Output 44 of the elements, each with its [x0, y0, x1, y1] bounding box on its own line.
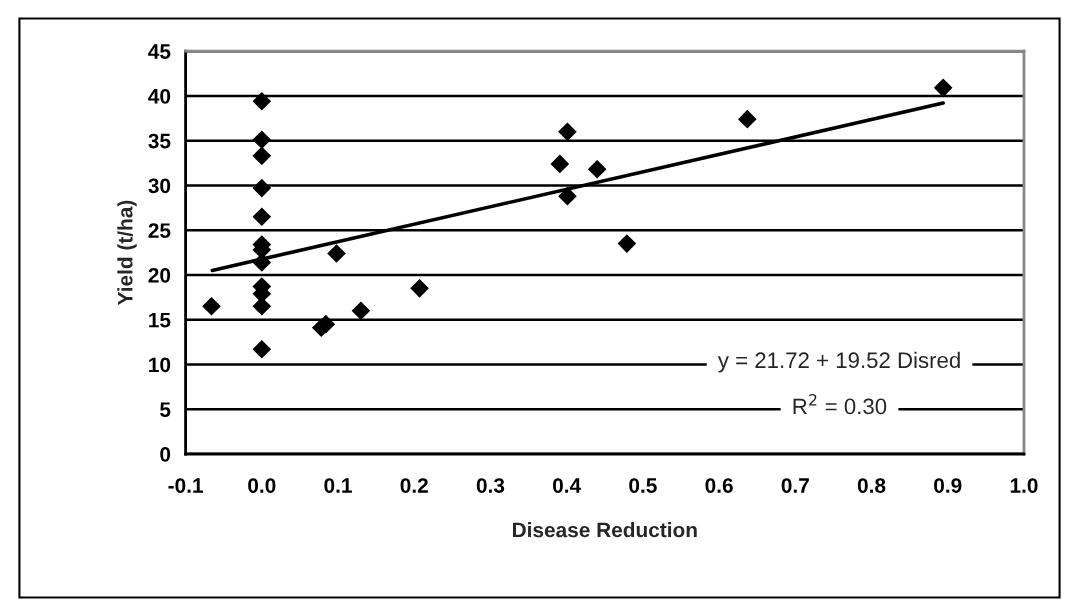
- y-tick-label: 40: [148, 88, 171, 104]
- annotation: y = 21.72 + 19.52 Disred: [717, 351, 960, 373]
- x-tick-label: 0.1: [324, 478, 352, 493]
- point: [558, 122, 577, 142]
- point: [327, 244, 346, 263]
- y-tick-label: 20: [148, 267, 171, 283]
- x-tick-label: 0.3: [476, 478, 505, 493]
- x-tick-label: 1.0: [1010, 478, 1038, 493]
- y-tick-label: 10: [149, 357, 171, 373]
- point: [252, 339, 272, 359]
- point: [351, 301, 371, 321]
- point: [252, 91, 272, 111]
- point: [252, 253, 272, 272]
- point: [558, 186, 577, 206]
- x-tick-label: 0.5: [629, 478, 657, 493]
- x-tick-label: 0.7: [781, 478, 809, 493]
- x-tick-label: 0.9: [934, 478, 962, 493]
- x-tick-label: 0.2: [400, 478, 428, 493]
- y-tick-label: 45: [148, 44, 171, 59]
- y-tick-label: 0: [160, 446, 171, 462]
- point: [550, 154, 570, 174]
- point: [737, 109, 757, 129]
- y-tick-label: 15: [149, 312, 171, 328]
- point: [410, 279, 429, 298]
- x-axis-title: Disease Reduction: [512, 522, 697, 538]
- y-tick-label: 30: [148, 178, 171, 194]
- x-tick-label: 0.0: [248, 478, 276, 493]
- point: [202, 296, 221, 316]
- x-tick-label: 0.6: [705, 478, 733, 493]
- x-tick-label: -0.1: [168, 478, 203, 493]
- point: [933, 78, 953, 98]
- point: [252, 178, 272, 198]
- point: [252, 130, 272, 150]
- point: [617, 234, 637, 253]
- annotation: R$^{2}$ = 0.30: [793, 393, 887, 415]
- y-axis-title: Yield (t/ha): [117, 200, 137, 306]
- x-tick-label: 0.4: [553, 478, 582, 493]
- point: [587, 159, 607, 179]
- y-tick-label: 35: [148, 133, 171, 149]
- x-tick-label: 0.8: [857, 478, 886, 493]
- y-tick-label: 5: [160, 402, 171, 417]
- point: [252, 146, 272, 166]
- y-tick-label: 25: [148, 223, 171, 238]
- point: [252, 207, 272, 227]
